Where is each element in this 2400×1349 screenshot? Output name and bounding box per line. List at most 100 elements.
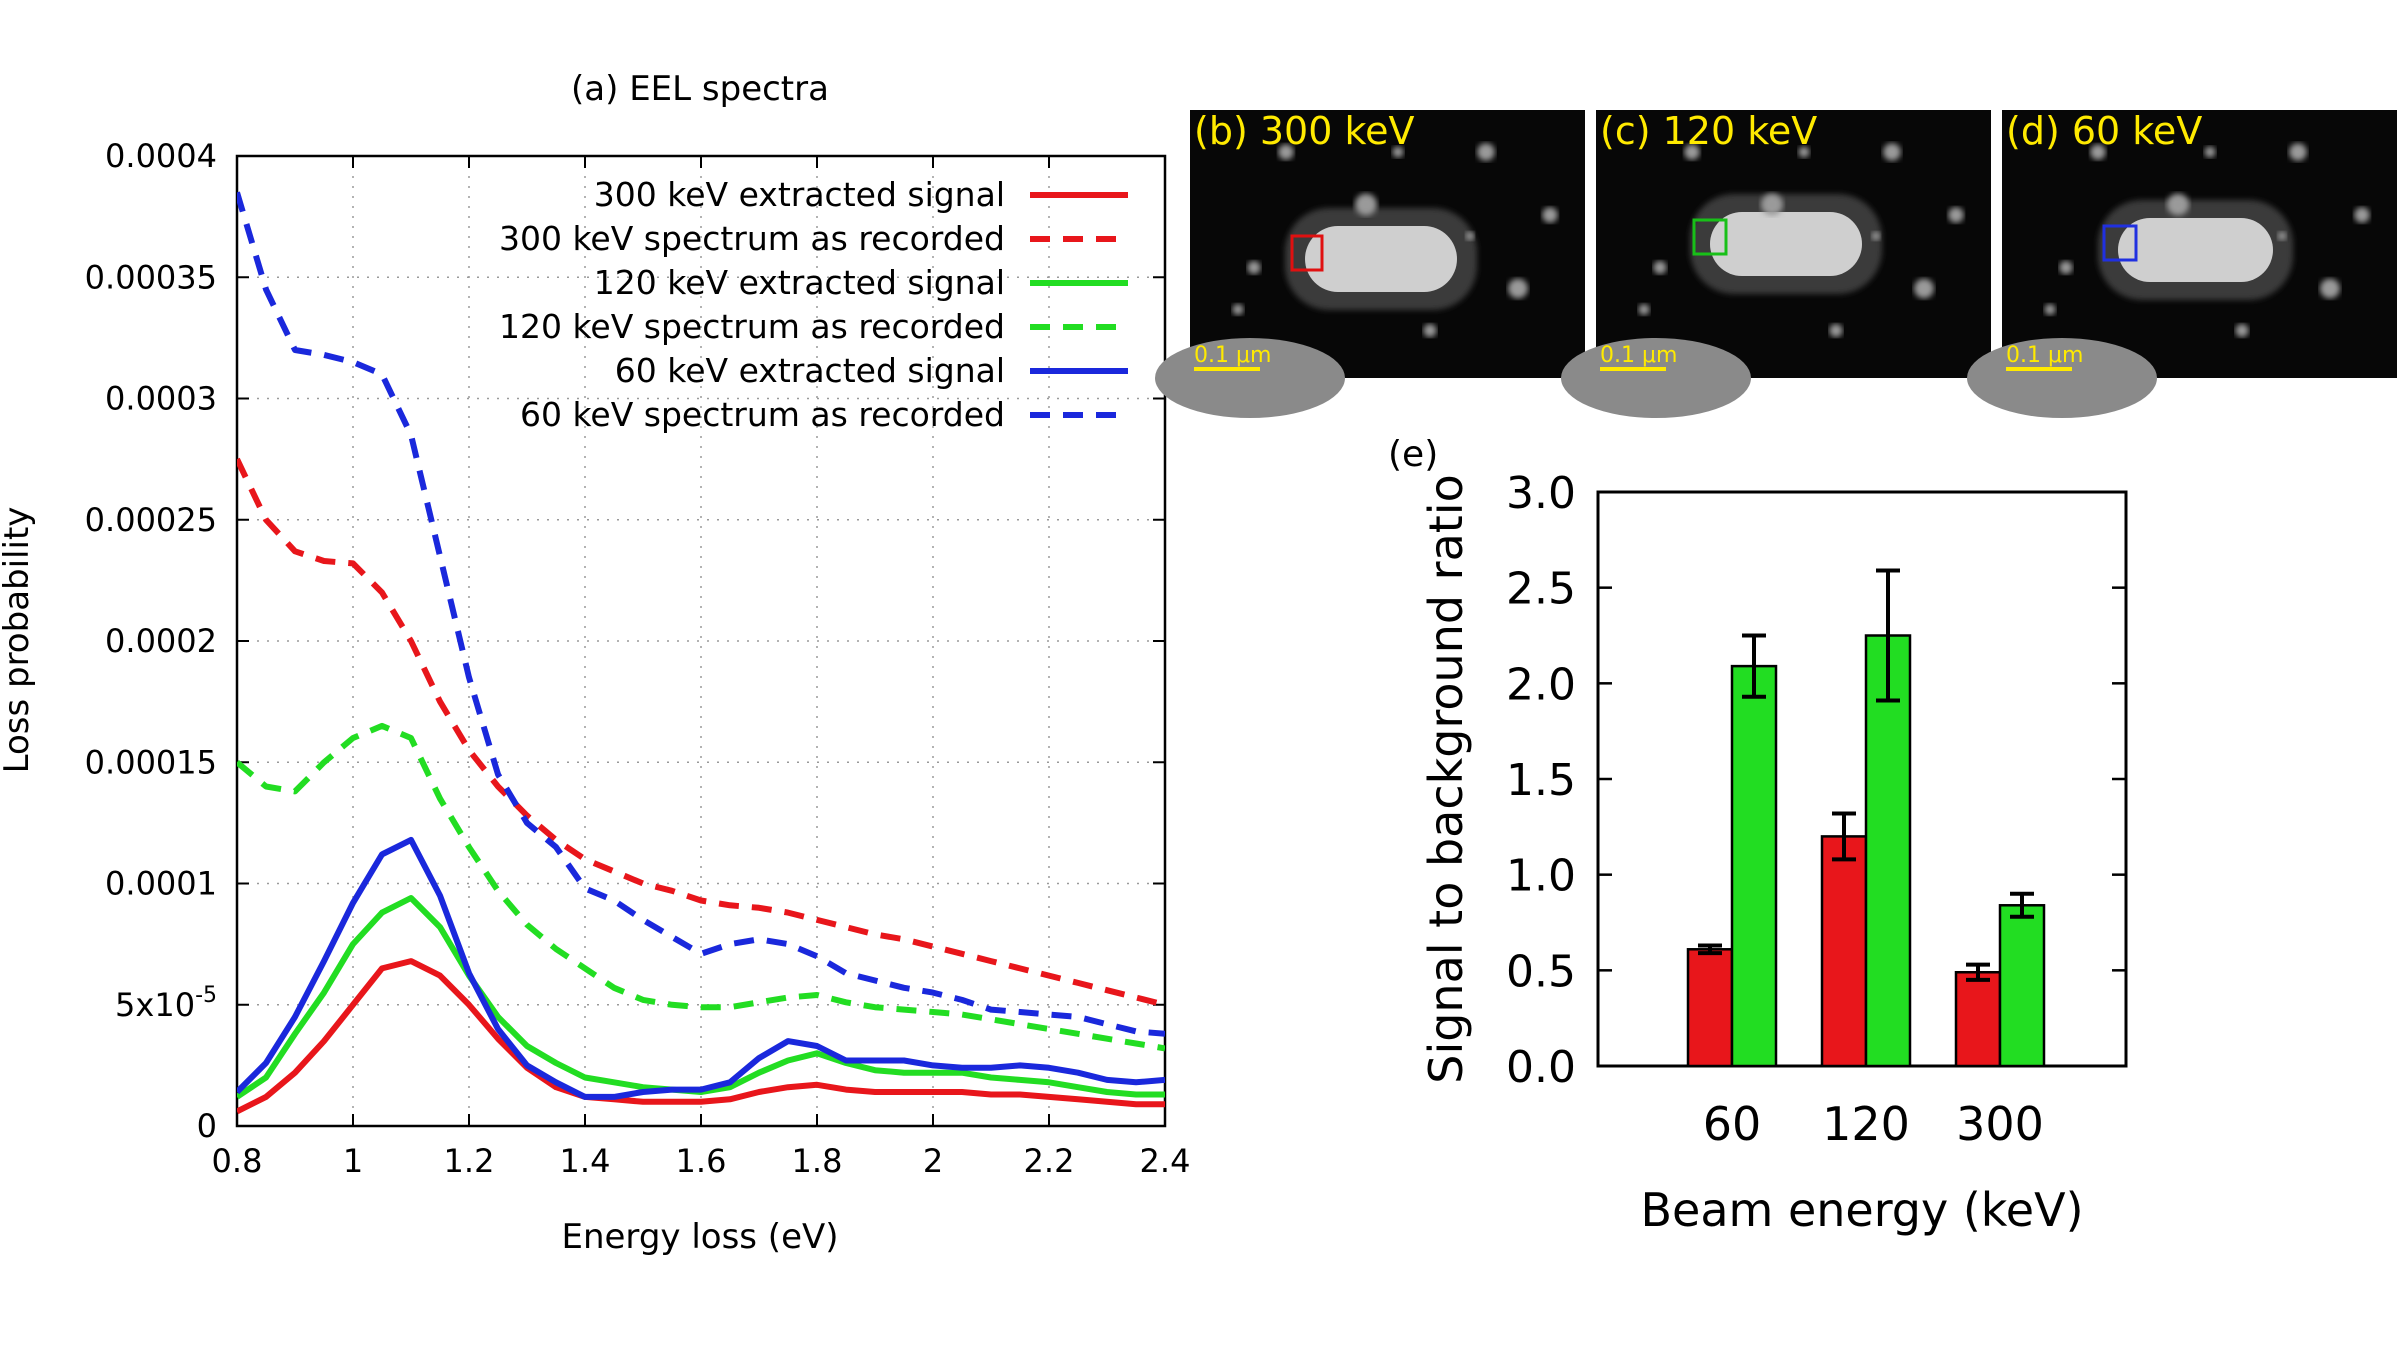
y-tick-label: 5x10-5	[115, 983, 217, 1024]
y-tick-label: 2.5	[1506, 564, 1576, 615]
chart-a-series	[237, 191, 1165, 1115]
x-tick-label: 120	[1822, 1097, 1910, 1151]
particle-dot	[1638, 304, 1650, 315]
scale-bar	[1600, 367, 1666, 371]
particle-dot	[2320, 278, 2340, 299]
y-tick-label: 0	[197, 1107, 217, 1145]
chart-a-xlabel: Energy loss (eV)	[561, 1217, 838, 1257]
particle-dot	[1798, 146, 1810, 158]
chart-a-title: (a) EEL spectra	[571, 69, 829, 109]
particle-dot	[2167, 193, 2189, 216]
particle-dot	[1761, 193, 1783, 216]
substrate-edge	[1561, 338, 1751, 418]
substrate-edge	[1155, 338, 1345, 418]
roi-box	[1290, 234, 1324, 272]
particle-dot	[1232, 304, 1244, 315]
legend-label: 60 keV extracted signal	[615, 351, 1005, 390]
chart-e-ylabel: Signal to background ratio	[1419, 474, 1473, 1083]
particle-dot	[1542, 207, 1558, 223]
series-line	[237, 457, 1165, 1008]
y-tick-label: 0.0003	[105, 380, 217, 418]
particle-dot	[1247, 260, 1261, 275]
legend-label: 120 keV extracted signal	[594, 263, 1005, 302]
particle-dot	[2289, 143, 2307, 161]
roi-box	[2102, 224, 2138, 262]
particle-dot	[1871, 231, 1881, 241]
scale-bar	[2006, 367, 2072, 371]
scale-bar-label: 0.1 μm	[2006, 343, 2083, 368]
nanorod	[2118, 218, 2273, 282]
nanorod	[1710, 212, 1862, 276]
y-tick-label: 1.0	[1506, 851, 1576, 902]
substrate-edge	[1967, 338, 2157, 418]
x-tick-label: 2.4	[1140, 1142, 1191, 1180]
scale-bar-label: 0.1 μm	[1600, 343, 1677, 368]
roi-box	[1692, 218, 1728, 256]
legend-label: 300 keV spectrum as recorded	[499, 219, 1005, 258]
legend-label: 120 keV spectrum as recorded	[499, 307, 1005, 346]
x-tick-label: 1.4	[560, 1142, 611, 1180]
chart-a-ticks: 0.8 1 1.2 1.4 1.6 1.8 2 2.2 2.4 0 5x10-5 0.0001 0.00…	[85, 137, 1191, 1180]
micrograph-panel: (d) 60 keV 0.1 μm	[1967, 109, 2397, 418]
particle-dot	[1829, 323, 1843, 338]
particle-dot	[1653, 260, 1667, 275]
particle-dot	[1278, 144, 1294, 160]
x-tick-label: 1	[343, 1142, 363, 1180]
chart-e-xlabel: Beam energy (keV)	[1640, 1183, 2083, 1237]
particle-dot	[2277, 231, 2287, 241]
particle-dot	[1914, 278, 1934, 299]
particle-dot	[1392, 146, 1404, 158]
y-tick-label: 0.0001	[105, 865, 217, 903]
particle-dot	[2090, 144, 2106, 160]
series-line	[237, 722, 1165, 1052]
particle-dot	[1948, 207, 1964, 223]
bar	[1864, 634, 1912, 1068]
y-tick-label: 0.0002	[105, 622, 217, 660]
particle-dot	[2235, 323, 2249, 338]
bar	[1954, 970, 2002, 1068]
particle-dot	[2044, 304, 2056, 315]
legend-label: 300 keV extracted signal	[594, 175, 1005, 214]
series-line	[237, 191, 1165, 1037]
bar	[1998, 904, 2046, 1068]
x-tick-label: 1.2	[444, 1142, 495, 1180]
particle-dot	[1465, 231, 1475, 241]
nanorod	[1305, 226, 1457, 292]
legend-label: 60 keV spectrum as recorded	[520, 395, 1005, 434]
y-tick-label: 2.0	[1506, 659, 1576, 710]
series-line	[237, 836, 1165, 1100]
chart-e-panel-label: (e)	[1388, 434, 1438, 475]
particle-dot	[1883, 143, 1901, 161]
x-tick-label: 1.8	[792, 1142, 843, 1180]
y-tick-label: 0.0004	[105, 137, 217, 175]
chart-a-grid	[237, 156, 1165, 1126]
x-tick-label: 300	[1956, 1097, 2044, 1151]
bar	[1686, 948, 1734, 1068]
scale-bar-label: 0.1 μm	[1194, 343, 1271, 368]
chart-a-ylabel: Loss probability	[0, 507, 37, 774]
snr-bar-chart: (e) 0.0 0.5 1.0 1.5 2.0 2.5 3.0 60 120 300 Beam e…	[1388, 434, 2128, 1237]
y-tick-label: 0.00025	[85, 501, 217, 539]
y-tick-label: 0.00015	[85, 743, 217, 781]
particle-dot	[1477, 143, 1495, 161]
x-tick-label: 2.2	[1024, 1142, 1075, 1180]
micrograph-panel: (c) 120 keV 0.1 μm	[1561, 109, 1991, 418]
x-tick-label: 2	[923, 1142, 943, 1180]
chart-e-ticks: 0.0 0.5 1.0 1.5 2.0 2.5 3.0 60 120 300	[1506, 468, 2126, 1151]
micrograph-label: (d) 60 keV	[2006, 109, 2202, 153]
bar	[1820, 835, 1868, 1068]
y-tick-label: 0.00035	[85, 258, 217, 296]
particle-dot	[1508, 278, 1528, 299]
eel-spectra-chart: (a) EEL spectra 0.8 1 1.2 1.4 1.6 1.8 2 2.2 2.40…	[0, 69, 1190, 1257]
x-tick-label: 60	[1703, 1097, 1762, 1151]
bar	[1730, 664, 1778, 1068]
particle-dot	[2059, 260, 2073, 275]
micrograph-panel: (b) 300 keV 0.1 μm	[1155, 109, 1585, 418]
x-tick-label: 0.8	[212, 1142, 263, 1180]
particle-dot	[1684, 144, 1700, 160]
particle-dot	[1423, 323, 1437, 338]
series-line	[237, 958, 1165, 1115]
y-tick-label: 0.0	[1506, 1042, 1576, 1093]
micrograph-label: (b) 300 keV	[1194, 109, 1415, 153]
